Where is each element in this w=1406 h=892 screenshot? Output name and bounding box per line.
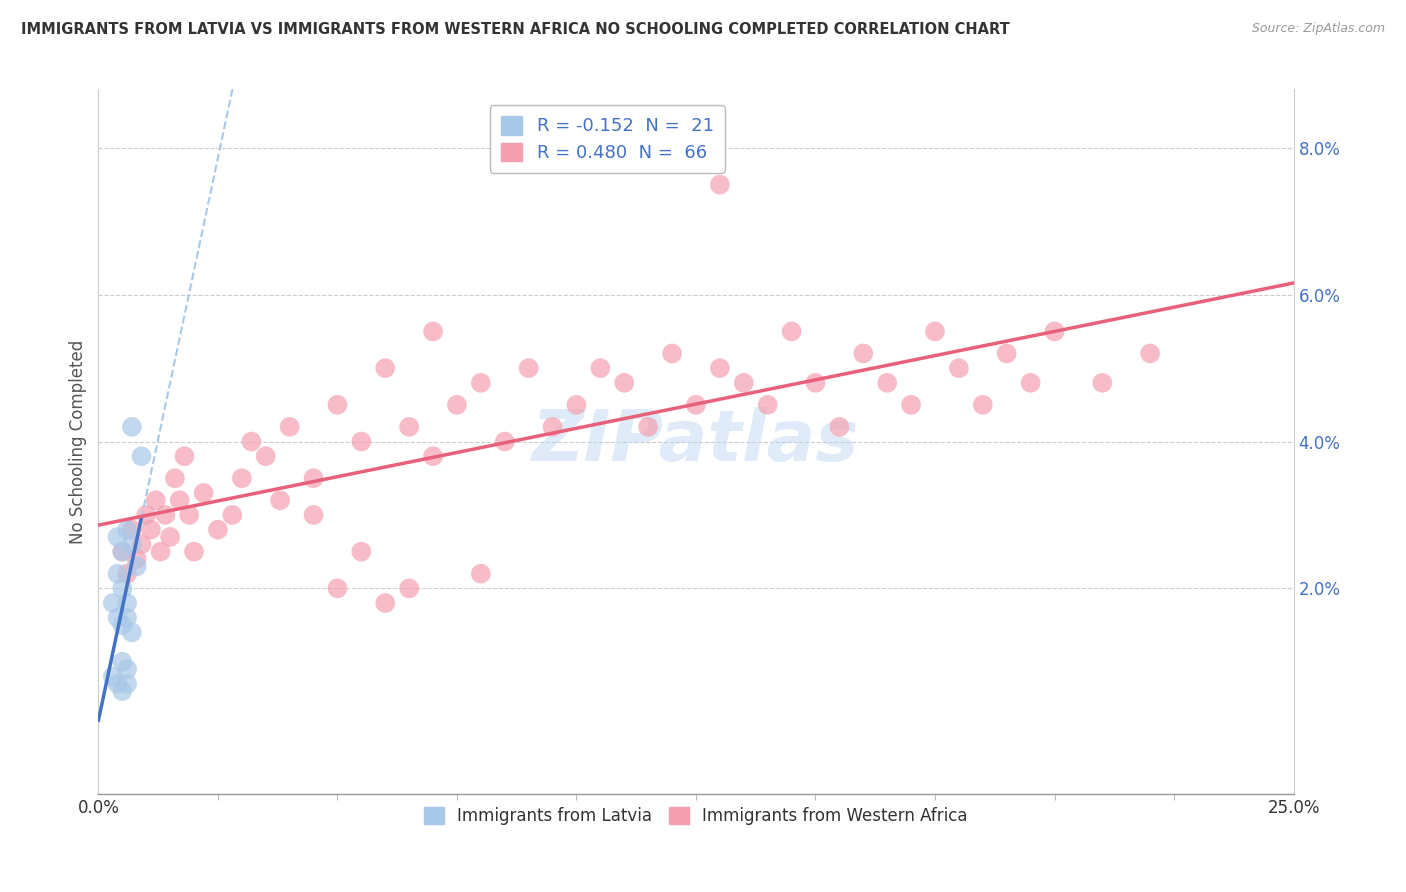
Point (111, 544, 134, 558)
Point (828, 420, 851, 434)
Point (733, 376, 755, 390)
Point (221, 508, 243, 522)
Point (876, 376, 898, 390)
Point (374, 596, 396, 610)
Point (159, 530, 181, 544)
Point (101, 596, 124, 610)
Point (685, 398, 707, 412)
Point (111, 582, 134, 596)
Point (115, 662, 138, 676)
Point (111, 544, 134, 558)
Text: IMMIGRANTS FROM LATVIA VS IMMIGRANTS FROM WESTERN AFRICA NO SCHOOLING COMPLETED : IMMIGRANTS FROM LATVIA VS IMMIGRANTS FRO… (21, 22, 1010, 37)
Point (115, 566, 138, 581)
Point (422, 325, 444, 339)
Point (470, 566, 492, 581)
Point (517, 361, 540, 376)
Legend: Immigrants from Latvia, Immigrants from Western Africa: Immigrants from Latvia, Immigrants from … (418, 800, 974, 831)
Point (163, 471, 186, 485)
Point (541, 420, 564, 434)
Point (183, 544, 205, 558)
Point (125, 559, 148, 574)
Point (121, 523, 143, 537)
Point (302, 471, 325, 485)
Point (131, 537, 153, 551)
Y-axis label: No Schooling Completed: No Schooling Completed (69, 340, 87, 543)
Point (709, 361, 731, 376)
Point (269, 493, 291, 508)
Point (115, 596, 138, 610)
Point (111, 684, 134, 698)
Point (924, 325, 946, 339)
Point (780, 325, 803, 339)
Point (149, 544, 172, 558)
Point (948, 361, 970, 376)
Point (470, 376, 492, 390)
Point (145, 493, 167, 508)
Point (107, 610, 129, 624)
Point (494, 434, 516, 449)
Point (173, 449, 195, 463)
Point (254, 449, 277, 463)
Point (139, 523, 162, 537)
Point (101, 669, 124, 683)
Point (125, 552, 148, 566)
Point (804, 376, 827, 390)
Point (107, 530, 129, 544)
Point (326, 582, 349, 596)
Point (107, 677, 129, 691)
Point (278, 420, 301, 434)
Point (709, 178, 731, 192)
Point (155, 508, 177, 522)
Text: Source: ZipAtlas.com: Source: ZipAtlas.com (1251, 22, 1385, 36)
Point (972, 398, 994, 412)
Point (756, 398, 779, 412)
Point (852, 346, 875, 360)
Point (398, 582, 420, 596)
Point (398, 420, 420, 434)
Point (565, 398, 588, 412)
Point (111, 655, 134, 669)
Point (121, 537, 143, 551)
Point (111, 618, 134, 632)
Point (107, 566, 129, 581)
Point (422, 449, 444, 463)
Point (179, 508, 201, 522)
Point (374, 361, 396, 376)
Point (1019, 376, 1042, 390)
Point (231, 471, 253, 485)
Point (302, 508, 325, 522)
Point (135, 508, 157, 522)
Point (1091, 376, 1114, 390)
Point (350, 544, 373, 558)
Point (121, 625, 143, 640)
Point (326, 398, 349, 412)
Point (1043, 325, 1066, 339)
Point (131, 449, 153, 463)
Point (995, 346, 1018, 360)
Point (121, 420, 143, 434)
Point (350, 434, 373, 449)
Point (169, 493, 191, 508)
Point (207, 523, 229, 537)
Point (1139, 346, 1161, 360)
Point (613, 376, 636, 390)
Point (637, 420, 659, 434)
Point (115, 677, 138, 691)
Point (240, 434, 263, 449)
Point (661, 346, 683, 360)
Point (193, 486, 215, 500)
Point (589, 361, 612, 376)
Point (446, 398, 468, 412)
Point (900, 398, 922, 412)
Point (115, 523, 138, 537)
Point (115, 610, 138, 624)
Text: ZIPatlas: ZIPatlas (533, 407, 859, 476)
